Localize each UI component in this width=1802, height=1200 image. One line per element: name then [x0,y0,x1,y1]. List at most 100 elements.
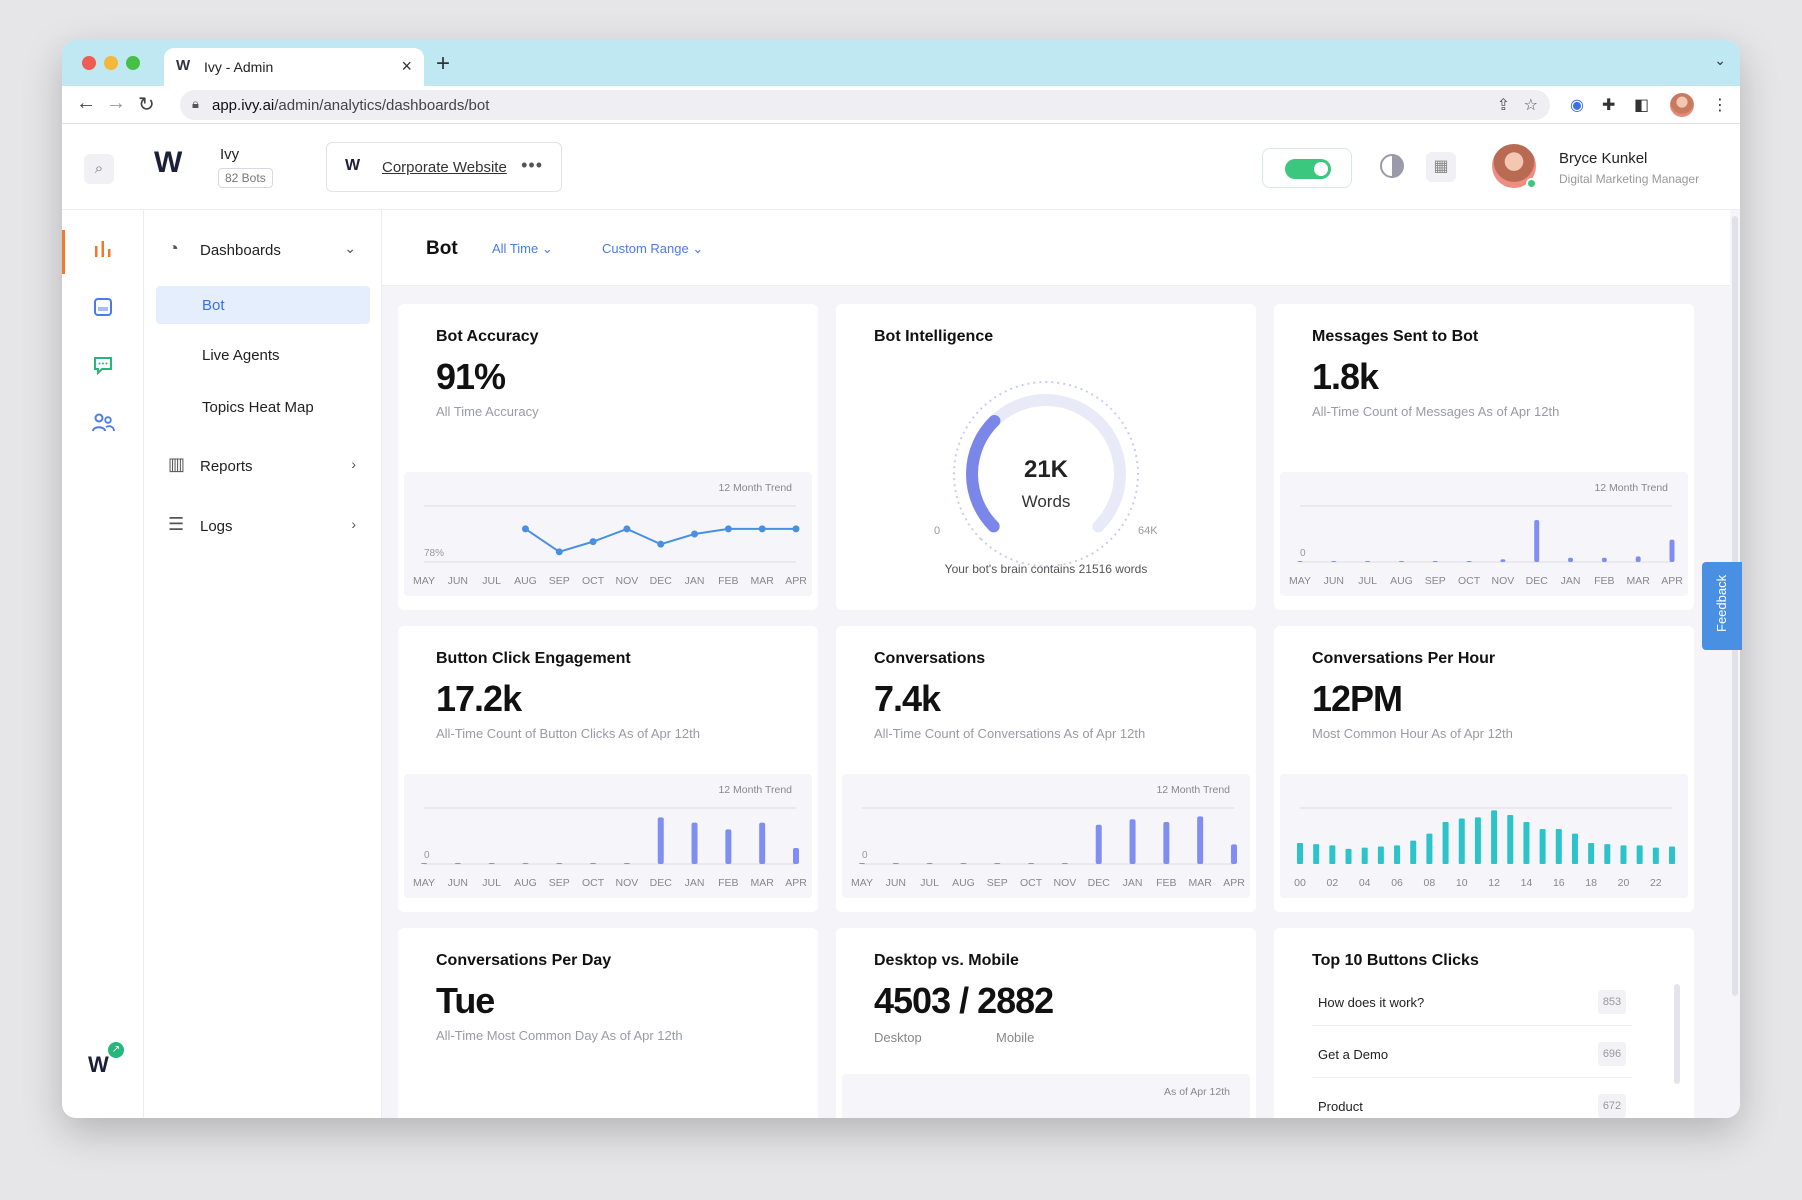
new-tab-button[interactable]: + [436,50,451,77]
x-tick-label: 04 [1359,877,1371,889]
bots-count-badge: 82 Bots [218,168,273,188]
gauge-max: 64K [1138,525,1158,537]
x-tick-label: JUL [482,877,501,889]
bar [1329,845,1336,864]
feedback-tab[interactable]: Feedback [1702,562,1742,650]
back-arrow-icon[interactable]: ← [76,92,96,114]
toggle-switch[interactable] [1285,159,1331,179]
browser-tab[interactable]: W Ivy - Admin × [164,48,424,86]
browser-menu-icon[interactable]: ⋮ [1712,97,1728,114]
gauge-min: 0 [934,525,940,537]
bar [1474,817,1481,864]
menu-item-label: Topics Heat Map [202,399,314,416]
analytics-icon[interactable] [88,238,118,268]
list-item[interactable]: Get a Demo 696 [1312,1032,1632,1078]
address-bar: ← → ↻ 🔒︎ app.ivy.ai/admin/analytics/dash… [62,86,1740,124]
users-icon[interactable] [88,412,118,442]
bar [522,863,529,864]
card-bot-intelligence: Bot Intelligence 0 64K 21K Words Your bo… [836,304,1256,610]
card-bot-accuracy: Bot Accuracy 91% All Time Accuracy 12 Mo… [398,304,818,610]
bar [1297,843,1303,864]
url-host: app.ivy.ai [212,97,275,114]
gauge-unit: Words [1021,492,1071,511]
x-tick-label: DEC [1088,877,1111,889]
data-point [691,530,699,538]
menu-dashboards[interactable]: ◔ Dashboards ⌄ [144,230,382,270]
list-item[interactable]: How does it work? 853 [1312,980,1632,1026]
list-item[interactable]: Product 672 [1312,1084,1632,1118]
card-title: Conversations Per Hour [1312,650,1496,667]
ivy-logo: W [154,146,182,179]
apps-grid-icon[interactable]: ▦ [1426,152,1456,182]
menu-reports-label: Reports [200,458,253,475]
card-conversations-per-day: Conversations Per Day Tue All-Time Most … [398,928,818,1118]
x-tick-label: APR [785,877,807,889]
site-name-link[interactable]: Corporate Website [382,159,507,176]
card-value: Tue [436,980,495,1021]
tab-close-icon[interactable]: × [401,56,412,76]
card-subtitle: All-Time Count of Conversations As of Ap… [874,726,1146,741]
menu-item-topics-heat-map[interactable]: Topics Heat Map [156,388,370,426]
external-link-icon[interactable]: ↗ [108,1042,124,1058]
browser-profile-avatar[interactable] [1670,93,1694,117]
card-desktop-vs-mobile: Desktop vs. Mobile 4503 / 2882 Desktop M… [836,928,1256,1118]
gauge-value: 21K [1023,456,1069,483]
bar [1377,846,1384,864]
browser-window: W Ivy - Admin × + ⌄ ← → ↻ 🔒︎ app.ivy.ai/… [62,40,1740,1118]
theme-contrast-icon[interactable] [1380,154,1404,178]
x-tick-label: OCT [1020,877,1043,889]
gauge-caption: Your bot's brain contains 21516 words [944,562,1148,576]
bar [1432,561,1438,562]
menu-logs[interactable]: ☰ Logs › [144,506,382,546]
menu-item-live-agents[interactable]: Live Agents [156,336,370,374]
trend-chart: 12 Month Trend MAY JUN JUL AUG SEP OCT NOV DEC J… [1280,472,1688,596]
range-filter-dropdown[interactable]: Custom Range ⌄ [602,241,703,257]
bar [725,829,732,864]
list-scrollbar[interactable] [1674,984,1680,1084]
time-filter-dropdown[interactable]: All Time ⌄ [492,241,553,257]
forward-arrow-icon[interactable]: → [106,92,126,114]
x-tick-label: SEP [549,877,570,889]
card-title: Bot Accuracy [436,328,539,345]
password-manager-icon[interactable]: ◉ [1570,97,1584,114]
accuracy-line-chart: MAY JUN JUL AUG SEP OCT NOV DEC JAN FEB MAR APR 78% [413,505,807,587]
side-panel-icon[interactable]: ◧ [1634,97,1650,114]
url-field[interactable]: 🔒︎ app.ivy.ai/admin/analytics/dashboards… [180,90,1550,120]
url-path: /admin/analytics/dashboards/bot [274,97,490,114]
x-tick-label: NOV [1492,575,1515,587]
card-value: 1.8k [1312,356,1379,397]
card-title: Conversations [874,650,986,667]
card-top-buttons: Top 10 Buttons Clicks How does it work? … [1274,928,1694,1118]
more-options-icon[interactable]: ••• [521,155,543,175]
menu-reports[interactable]: ▥ Reports › [144,446,382,486]
close-window-button[interactable] [82,56,96,70]
x-tick-label: MAR [1189,877,1213,889]
extensions-puzzle-icon[interactable]: ✚ [1602,97,1616,114]
bar-chart-icon: ▥ [168,454,186,474]
bookmark-star-icon[interactable]: ☆ [1523,97,1538,114]
search-icon[interactable]: ⌕ [84,154,114,184]
minimize-window-button[interactable] [104,56,118,70]
device-chart-area: As of Apr 12th [842,1074,1250,1118]
bar [1669,846,1675,864]
share-icon[interactable]: ⇪ [1496,97,1510,114]
maximize-window-button[interactable] [126,56,140,70]
bot-status-toggle[interactable] [1262,148,1352,188]
reload-icon[interactable]: ↻ [138,94,155,116]
site-selector[interactable]: W Corporate Website ••• [326,142,562,192]
menu-item-bot[interactable]: Bot [156,286,370,324]
mobile-label: Mobile [996,1030,1035,1045]
bar [1620,845,1627,864]
chat-icon[interactable] [88,354,118,384]
trend-label: 12 Month Trend [718,482,792,494]
dashboard-toolbar: Bot All Time ⌄ Custom Range ⌄ [382,210,1730,286]
x-tick-label: AUG [1390,575,1413,587]
x-tick-label: JUN [448,877,468,889]
dashboard-main: Bot All Time ⌄ Custom Range ⌄ Bot Accura… [382,210,1740,1118]
inbox-icon[interactable] [88,296,118,326]
user-role: Digital Marketing Manager [1559,172,1700,186]
x-tick-label: 20 [1618,877,1630,889]
x-tick-label: MAR [751,877,775,889]
card-title: Desktop vs. Mobile [874,952,1019,969]
tab-list-chevron-icon[interactable]: ⌄ [1714,52,1726,68]
